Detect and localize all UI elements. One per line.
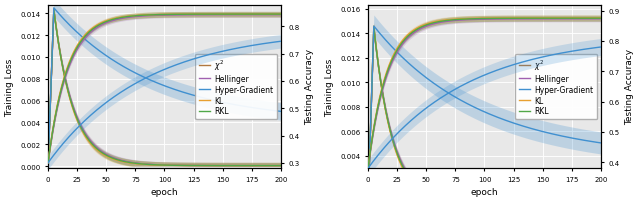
Y-axis label: Training Loss: Training Loss: [6, 58, 15, 116]
X-axis label: epoch: epoch: [150, 187, 179, 197]
X-axis label: epoch: epoch: [470, 187, 499, 197]
Legend: $\chi^2$, Hellinger, Hyper-Gradient, KL, RKL: $\chi^2$, Hellinger, Hyper-Gradient, KL,…: [515, 54, 597, 120]
Y-axis label: Testing Accuracy: Testing Accuracy: [625, 49, 634, 125]
Legend: $\chi^2$, Hellinger, Hyper-Gradient, KL, RKL: $\chi^2$, Hellinger, Hyper-Gradient, KL,…: [195, 54, 277, 120]
Y-axis label: Testing Accuracy: Testing Accuracy: [305, 49, 314, 125]
Y-axis label: Training Loss: Training Loss: [326, 58, 335, 116]
